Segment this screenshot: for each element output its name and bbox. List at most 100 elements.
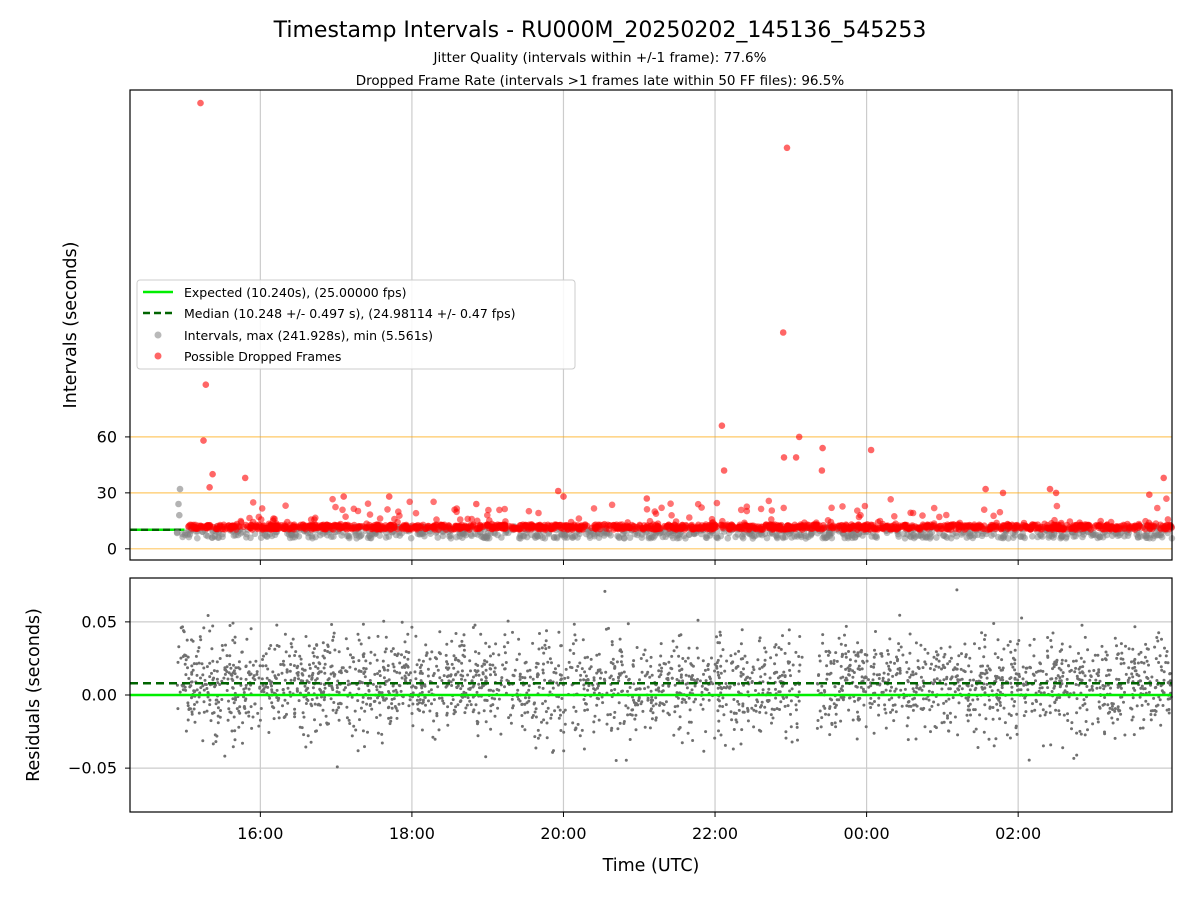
interval-point bbox=[615, 533, 622, 541]
residual-point bbox=[936, 653, 939, 657]
residual-point bbox=[418, 709, 422, 713]
residual-point bbox=[757, 639, 761, 643]
residual-point bbox=[728, 685, 732, 689]
residual-point bbox=[1038, 714, 1042, 718]
residual-point bbox=[841, 684, 844, 688]
residual-point bbox=[930, 704, 934, 708]
residual-point bbox=[867, 685, 871, 689]
residual-point bbox=[261, 664, 265, 668]
residual-point bbox=[786, 660, 790, 664]
residual-point bbox=[534, 715, 538, 719]
residual-point bbox=[1037, 689, 1041, 693]
interval-point bbox=[175, 500, 182, 508]
residual-point bbox=[403, 655, 406, 659]
residual-point bbox=[310, 704, 314, 708]
residual-point bbox=[874, 652, 878, 656]
residual-point bbox=[982, 730, 986, 734]
interval-point bbox=[1058, 532, 1065, 540]
residual-point bbox=[729, 654, 733, 658]
dropped-frame-point bbox=[1070, 523, 1078, 531]
residual-point bbox=[618, 673, 622, 677]
residual-point bbox=[646, 685, 650, 689]
residual-point bbox=[506, 619, 510, 623]
residual-point bbox=[752, 725, 756, 729]
residual-point bbox=[1025, 666, 1029, 670]
residual-point bbox=[208, 698, 212, 702]
residual-point bbox=[932, 668, 936, 672]
residual-point bbox=[930, 662, 933, 666]
residual-point bbox=[789, 725, 793, 729]
residual-point bbox=[1104, 658, 1108, 662]
residual-point bbox=[432, 719, 436, 723]
residual-point bbox=[626, 689, 629, 693]
dropped-frame-point bbox=[1082, 521, 1089, 528]
residual-point bbox=[872, 731, 876, 735]
residual-point bbox=[926, 651, 930, 655]
residual-point bbox=[756, 658, 760, 662]
residual-point bbox=[956, 662, 960, 666]
residual-point bbox=[702, 749, 706, 753]
residual-point bbox=[927, 689, 931, 693]
residual-point bbox=[1039, 669, 1043, 673]
residual-point bbox=[563, 708, 567, 712]
residual-point bbox=[562, 749, 566, 753]
residual-point bbox=[960, 677, 964, 681]
dropped-frame-point bbox=[1024, 525, 1031, 532]
residual-point bbox=[177, 645, 181, 649]
dropped-frame-point bbox=[747, 523, 755, 530]
residual-point bbox=[295, 689, 299, 693]
residual-point bbox=[516, 688, 520, 692]
residual-point bbox=[1096, 720, 1100, 724]
residual-point bbox=[1054, 663, 1058, 667]
residual-point bbox=[734, 718, 738, 722]
residual-point bbox=[210, 647, 214, 651]
dropped-frame-point bbox=[887, 496, 894, 503]
residual-point bbox=[216, 706, 220, 710]
residual-point bbox=[592, 720, 596, 724]
residual-point bbox=[193, 703, 196, 706]
residual-point bbox=[445, 660, 449, 664]
residual-point bbox=[851, 718, 855, 722]
residual-point bbox=[541, 686, 545, 690]
interval-point bbox=[439, 532, 447, 540]
residual-point bbox=[1016, 642, 1020, 646]
residual-point bbox=[282, 659, 285, 663]
residual-point bbox=[484, 668, 488, 672]
dropped-frame-point bbox=[258, 505, 266, 512]
residual-point bbox=[240, 650, 244, 654]
interval-point bbox=[703, 532, 711, 539]
residual-point bbox=[258, 664, 262, 668]
residual-point bbox=[624, 704, 628, 708]
residual-point bbox=[643, 725, 647, 729]
residual-point bbox=[635, 646, 639, 649]
dropped-frame-point bbox=[654, 520, 662, 527]
dropped-frame-point bbox=[915, 524, 923, 531]
residual-point bbox=[746, 706, 749, 710]
residual-point bbox=[436, 685, 440, 689]
residual-point bbox=[303, 684, 307, 688]
residual-point bbox=[1136, 661, 1140, 665]
dropped-frame-point bbox=[501, 505, 509, 513]
residual-point bbox=[339, 671, 343, 675]
residual-point bbox=[824, 650, 828, 653]
dropped-frame-point bbox=[608, 501, 616, 509]
residual-point bbox=[760, 704, 763, 707]
dropped-frame-point bbox=[774, 525, 781, 533]
residual-point bbox=[1131, 715, 1135, 719]
residual-point bbox=[323, 662, 327, 666]
dropped-frame-point bbox=[720, 467, 728, 474]
residual-point bbox=[421, 698, 425, 702]
residual-point bbox=[592, 676, 596, 680]
dropped-frame-point bbox=[190, 525, 198, 532]
interval-point bbox=[569, 534, 576, 541]
residual-point bbox=[315, 643, 319, 647]
residual-point bbox=[718, 641, 721, 645]
residual-point bbox=[872, 655, 876, 659]
residual-point bbox=[1005, 733, 1009, 737]
residual-point bbox=[386, 664, 390, 668]
residual-point bbox=[357, 687, 361, 691]
residual-point bbox=[1074, 659, 1078, 663]
residual-point bbox=[286, 686, 290, 690]
residual-point bbox=[907, 704, 911, 708]
residual-point bbox=[423, 696, 427, 699]
